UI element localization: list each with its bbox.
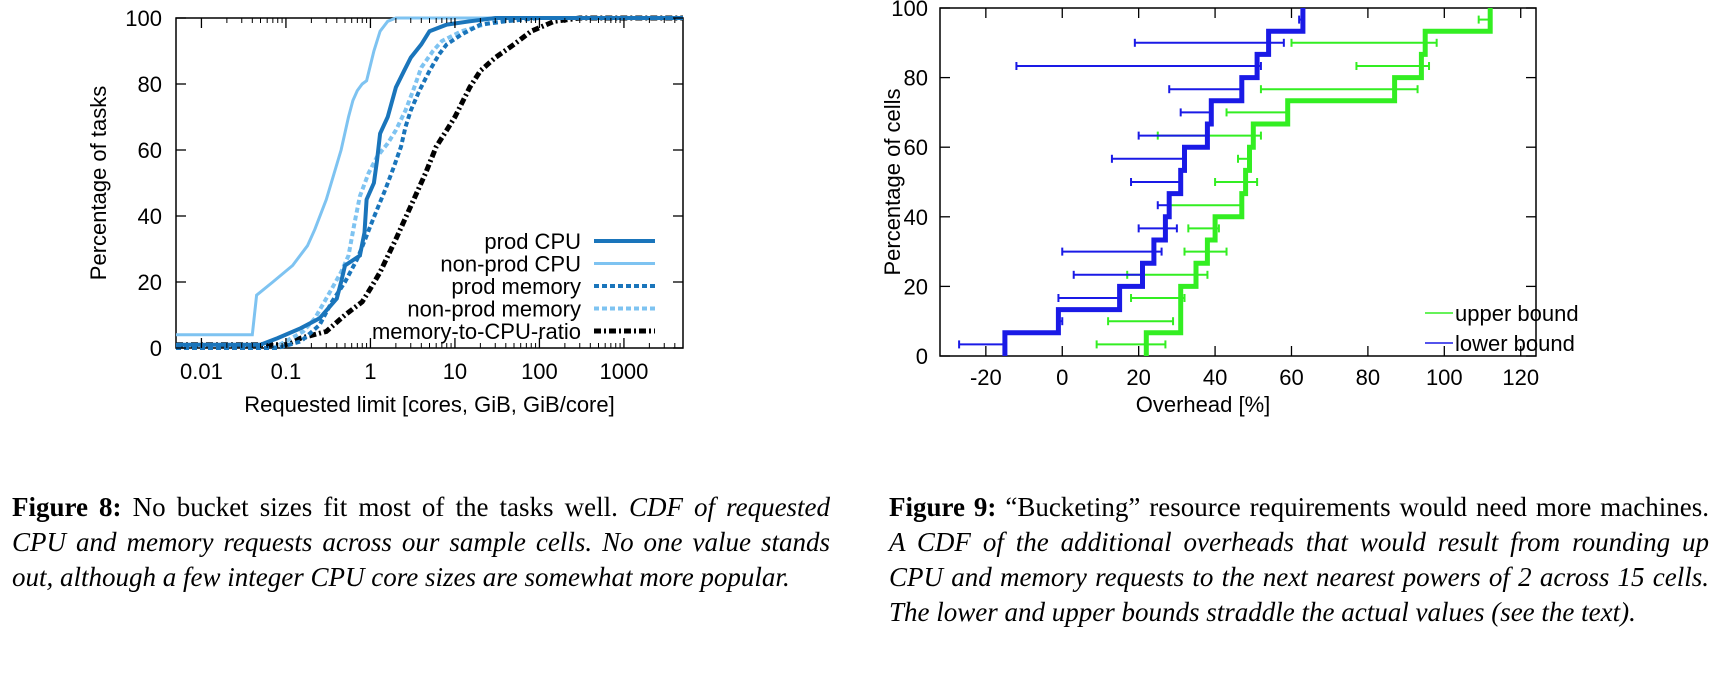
figure-9-y-tick-label: 0 xyxy=(916,344,928,369)
figure-8-x-tick-label: 0.01 xyxy=(180,359,223,384)
figure-9-y-tick-label: 40 xyxy=(904,205,928,230)
figure-9-legend: upper bound lower bound xyxy=(1425,301,1579,356)
figure-9-chart: -20 0 20 40 60 80 100 120 0 20 40 60 80 100 Overhead … xyxy=(880,0,1579,417)
figure-8-y-tick-label: 60 xyxy=(138,138,162,163)
figure-8-caption-lead: Figure 8: xyxy=(12,492,122,522)
figure-8-x-tick-label: 10 xyxy=(443,359,467,384)
figure-9-x-tick-label: 100 xyxy=(1426,365,1463,390)
figure-9-y-tick-label: 80 xyxy=(904,66,928,91)
figure-9-y-tick-label: 100 xyxy=(891,0,928,21)
figure-8-caption-italic: CDF of requested CPU and memory requests… xyxy=(12,492,831,592)
figure-9-plot-frame xyxy=(939,7,1537,357)
figure-8-x-axis-label: Requested limit [cores, GiB, GiB/core] xyxy=(244,392,614,417)
figure-8-y-axis-label: Percentage of tasks xyxy=(86,86,111,280)
figure-8-y-tick-label: 40 xyxy=(138,204,162,229)
figure-8-series-prod-cpu xyxy=(176,16,683,347)
figure-9-y-tick-label: 20 xyxy=(904,274,928,299)
figure-8-series-memory-to-cpu-ratio xyxy=(176,15,683,348)
figure-9-x-tick-label: 80 xyxy=(1356,365,1380,390)
figure-9-caption-lead: Figure 9: xyxy=(889,492,997,522)
figure-8-ticks: 0.01 0.1 1 10 100 1000 0 20 40 60 80 100 xyxy=(125,6,683,384)
figure-9-x-tick-label: -20 xyxy=(970,365,1002,390)
figure-9-series-upper-bound xyxy=(1143,8,1493,356)
figure-9-x-tick-label: 40 xyxy=(1203,365,1227,390)
figure-8-legend-label-prod-cpu: prod CPU xyxy=(484,229,581,254)
figure-9-x-tick-label: 120 xyxy=(1502,365,1539,390)
figure-9-series-group xyxy=(958,8,1493,356)
figure-9-x-axis-label: Overhead [%] xyxy=(1136,392,1271,417)
figure-8-x-tick-label: 1000 xyxy=(599,359,648,384)
figure-8-legend-label-non-prod-memory: non-prod memory xyxy=(407,297,581,322)
figure-9-caption-italic: A CDF of the additional overheads that w… xyxy=(889,527,1709,627)
figure-8-caption-body: No bucket sizes fit most of the tasks we… xyxy=(132,492,618,522)
figure-9-y-axis-label: Percentage of cells xyxy=(880,88,905,275)
figure-8-series-group xyxy=(176,15,683,350)
figure-8-legend-label-prod-memory: prod memory xyxy=(451,274,581,299)
figure-8-y-tick-label: 100 xyxy=(125,6,162,31)
figure-8-chart: 0.01 0.1 1 10 100 1000 0 20 40 60 80 100 Requested … xyxy=(86,6,684,417)
figure-9-caption-body: “Bucketing” resource requirements would … xyxy=(1005,492,1710,522)
figure-9-legend-label-lower-bound: lower bound xyxy=(1455,331,1575,356)
figure-8-legend-label-non-prod-cpu: non-prod CPU xyxy=(440,252,581,277)
figure-9-caption: Figure 9: “Bucketing” resource requireme… xyxy=(889,490,1709,630)
figure-9-x-tick-label: 60 xyxy=(1279,365,1303,390)
figure-8-x-tick-label: 0.1 xyxy=(271,359,302,384)
figure-8-y-tick-label: 20 xyxy=(138,270,162,295)
figure-9-x-tick-label: 0 xyxy=(1056,365,1068,390)
figure-9-legend-label-upper-bound: upper bound xyxy=(1455,301,1579,326)
figure-8-legend-label-memory-to-cpu-ratio: memory-to-CPU-ratio xyxy=(372,319,581,344)
figure-8-caption: Figure 8: No bucket sizes fit most of th… xyxy=(12,490,830,595)
figure-8-y-tick-label: 0 xyxy=(150,336,162,361)
figure-9-x-tick-label: 20 xyxy=(1126,365,1150,390)
figure-8-series-non-prod-cpu xyxy=(176,16,683,337)
figure-9-series-lower-bound xyxy=(1002,8,1306,356)
figure-8-y-tick-label: 80 xyxy=(138,72,162,97)
figure-8-x-tick-label: 1 xyxy=(364,359,376,384)
figure-8-x-tick-label: 100 xyxy=(521,359,558,384)
figure-9-ticks: -20 0 20 40 60 80 100 120 0 20 40 60 80 100 xyxy=(891,0,1539,390)
figure-9-y-tick-label: 60 xyxy=(904,135,928,160)
